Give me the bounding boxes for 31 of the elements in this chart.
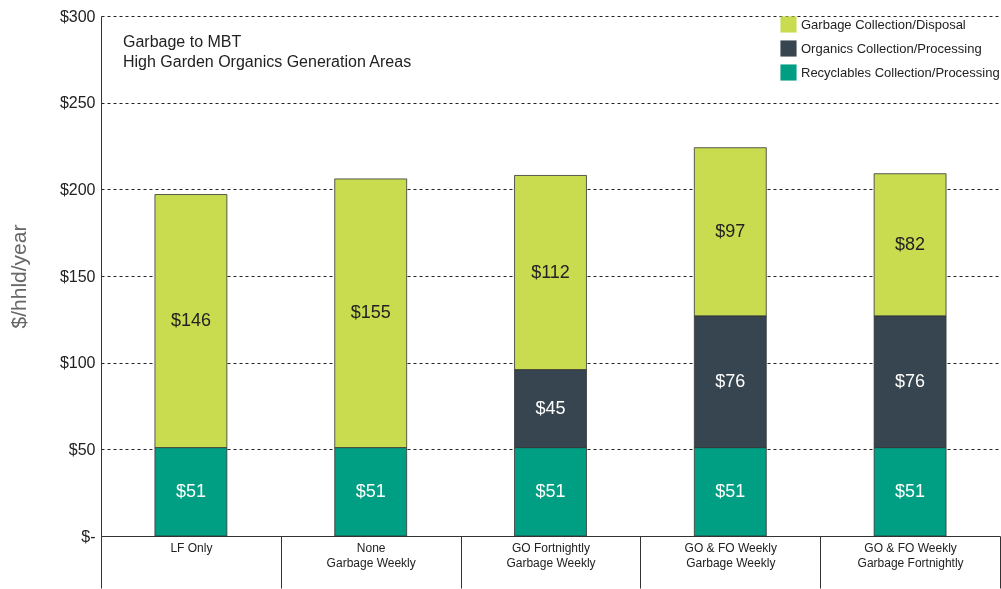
data-label: $76: [715, 370, 746, 391]
y-tick-label: $250: [59, 94, 96, 112]
x-tick-label: GO & FO Weekly Garbage Weekly: [684, 540, 778, 570]
data-label: $51: [895, 480, 926, 501]
y-tick-label: $200: [59, 180, 96, 198]
data-label: $146: [170, 310, 211, 331]
x-tick-label: GO Fortnightly Garbage Weekly: [506, 540, 596, 570]
legend-label: Garbage Collection/Disposal: [801, 16, 966, 32]
text: Garbage to MBT: [123, 33, 242, 50]
data-label: $51: [355, 480, 386, 501]
data-label: $97: [715, 220, 746, 241]
data-label: $51: [715, 480, 746, 501]
x-tick-label: GO & FO Weekly Garbage Fortnightly: [857, 540, 964, 570]
legend-label: Recyclables Collection/Processing: [801, 64, 1000, 80]
data-label: $51: [535, 480, 566, 501]
data-label: $112: [531, 261, 570, 282]
y-tick-label: $300: [59, 7, 96, 25]
data-label: $51: [175, 480, 206, 501]
x-tick-label: LF Only: [170, 540, 213, 555]
y-tick-label: $150: [59, 267, 96, 285]
y-tick-label: $-: [81, 527, 96, 545]
data-label: $76: [895, 370, 926, 391]
data-label: $45: [535, 397, 566, 418]
y-axis-title: $/hhld/year: [6, 224, 30, 329]
legend-label: Organics Collection/Processing: [801, 40, 982, 56]
x-tick-label: None Garbage Weekly: [326, 540, 416, 570]
data-label: $82: [895, 233, 926, 254]
data-label: $155: [350, 302, 391, 323]
y-tick-label: $100: [59, 354, 96, 372]
text: High Garden Organics Generation Areas: [123, 53, 412, 70]
y-tick-label: $50: [68, 440, 96, 458]
